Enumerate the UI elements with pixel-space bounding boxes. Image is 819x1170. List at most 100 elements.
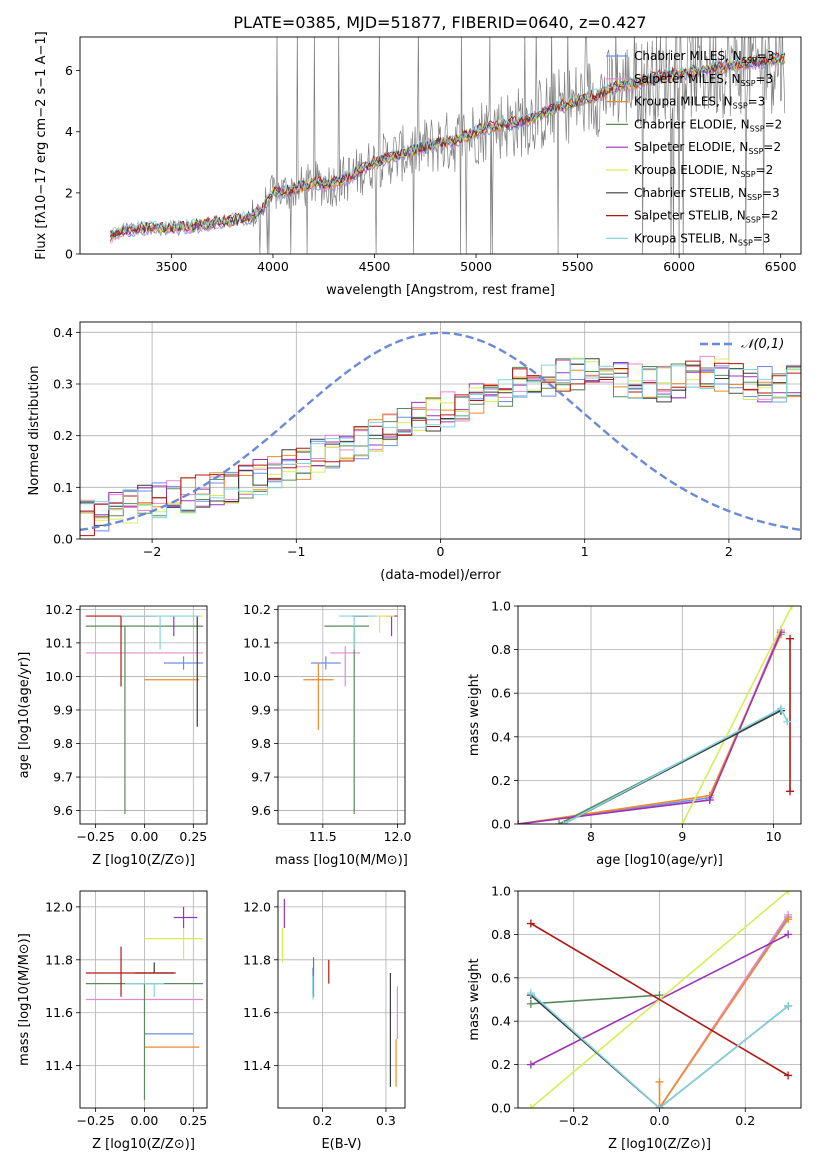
spectrum-xtick-label: 5000	[460, 259, 492, 274]
weight_vs_age-xtick-label: 8	[587, 829, 595, 844]
mass-vs-Z-xlabel-part: Z [log	[92, 1137, 130, 1152]
legend-label: Chabrier ELODIE, N	[634, 117, 750, 131]
legend-label: Kroupa ELODIE, N	[634, 163, 741, 177]
residuals-xtick-label: −2	[143, 544, 161, 559]
residuals-ytick-label: 0.4	[53, 325, 73, 340]
age-vs-mass-xlabel-part: )]	[398, 853, 408, 868]
age-vs-mass-xlabel: mass [log10(M/M⊙)]	[275, 853, 408, 868]
residuals-ytick-label: 0.3	[53, 377, 73, 392]
mass_vs_Z-points	[85, 906, 204, 1101]
weight-marker	[555, 820, 564, 824]
weight_vs_Z-xlabel-part: 10	[646, 1137, 663, 1152]
spectrum-lines	[110, 37, 786, 254]
spectrum-xtick-label: 6000	[663, 259, 695, 274]
age-vs-mass-xlabel-part: M/M	[360, 853, 387, 868]
residuals-xtick-label: 1	[581, 544, 589, 559]
mass_vs_Z-xtick-label: 0.00	[131, 1113, 159, 1128]
age-vs-mass-xlabel-part: (	[355, 853, 360, 868]
legend-sub: SSP	[746, 216, 761, 225]
age-vs-Z-ylabel-part: 10	[17, 709, 32, 726]
spectrum-ylabel-part: −17	[34, 167, 49, 194]
weight_vs_age-ytick-label: 0.2	[491, 773, 511, 788]
residuals-xtick-label: −1	[287, 544, 305, 559]
residuals-xtick-label: 0	[437, 544, 445, 559]
weight-marker	[786, 634, 795, 643]
legend-count: =3	[753, 231, 771, 245]
spectrum-ylabel: Flux [fλ10−17 erg cm−2 s−1 A−1]	[34, 31, 49, 259]
mass-vs-Z-ylabel-part: )]	[17, 933, 32, 943]
weight_vs_Z-ytick-label: 0.4	[491, 1014, 511, 1029]
age_vs_mass-ytick-label: 9.9	[251, 702, 271, 717]
residuals-ytick-label: 0.0	[53, 532, 73, 547]
mass-vs-Z-ylabel-part: ⊙	[17, 943, 32, 954]
spectrum-ylabel-part: −2	[34, 99, 49, 118]
weight-marker	[784, 1002, 793, 1011]
legend-entry: Chabrier ELODIE, NSSP=2	[634, 117, 782, 133]
weight-line	[530, 922, 789, 1077]
weight-line	[518, 631, 782, 824]
legend-count: =3	[757, 49, 775, 63]
weight_vs_Z-frame	[517, 890, 802, 1109]
age_vs_Z-axes: −0.25 0.00 0.25 9.6 9.7 9.8 9.9 10.0 10.1 10.2	[45, 602, 207, 844]
legend-entry: Kroupa STELIB, NSSP=3	[634, 231, 771, 247]
weight_vs_Z-ytick-label: 0.6	[491, 970, 511, 985]
residual-histogram	[80, 357, 801, 524]
legend-entry: Salpeter STELIB, NSSP=2	[634, 209, 778, 225]
age_vs_mass-ytick-label: 10.2	[243, 602, 271, 617]
weight-marker	[784, 915, 793, 924]
age_vs_mass-ytick-label: 10.1	[243, 635, 271, 650]
mass_vs_Z-ytick-label: 11.8	[45, 952, 73, 967]
mass_vs_Z-xtick-label: −0.25	[76, 1113, 114, 1128]
weight-marker	[783, 717, 792, 726]
residuals-xtick-label: 2	[725, 544, 733, 559]
weight_vs_age-xlabel-part: age/yr	[671, 853, 713, 868]
mass_vs_EBV-frame	[277, 890, 406, 1109]
age_vs_Z-ytick-label: 9.8	[53, 736, 73, 751]
mass-vs-Z-ylabel-part: M/M	[17, 954, 32, 981]
residuals-xlabel: (data-model)/error	[380, 568, 501, 583]
legend-sub: SSP	[742, 56, 757, 65]
mass-vs-Z-ylabel-part: mass [log	[17, 1003, 32, 1066]
legend-entry: Chabrier MILES, NSSP=3	[634, 49, 774, 65]
age_vs_Z-points	[85, 615, 204, 814]
weight_vs_age-ytick-label: 1.0	[491, 599, 511, 614]
weight_vs_Z-xtick-label: 0.0	[650, 1113, 670, 1128]
weight-marker	[787, 606, 796, 610]
mass-vs-Z-ylabel: mass [log10(M/M⊙)]	[17, 933, 32, 1066]
residuals-ytick-label: 0.1	[53, 480, 73, 495]
spectrum-ylabel-part: 10	[34, 195, 49, 212]
legend-sub: SSP	[747, 193, 762, 202]
weight_vs_Z-ylabel: mass weight	[467, 958, 482, 1040]
legend-sub: SSP	[741, 170, 756, 179]
residuals-ytick-label: 0.2	[53, 428, 73, 443]
weight-marker	[655, 991, 664, 1000]
weight_vs_age-xlabel-part: age [log	[596, 853, 649, 868]
age_vs_Z-xtick-label: −0.25	[76, 829, 114, 844]
residuals-hists	[80, 331, 801, 537]
weight_vs_age-ytick-label: 0.0	[491, 817, 511, 832]
spectrum-ytick-label: 6	[65, 63, 73, 78]
legend-label: Salpeter MILES, N	[634, 72, 741, 86]
weight_vs_Z-xlabel: Z [log10(Z/Z⊙)]	[608, 1137, 711, 1152]
age_vs_Z-ytick-label: 10.1	[45, 635, 73, 650]
figure-title: PLATE=0385, MJD=51877, FIBERID=0640, z=0…	[233, 13, 646, 32]
legend-label: Kroupa STELIB, N	[634, 231, 738, 245]
spectrum-model-line	[110, 51, 786, 235]
weight_vs_age-frame	[517, 605, 802, 825]
age_vs_Z-xtick-label: 0.25	[179, 829, 207, 844]
mass_vs_EBV-axes: 0.2 0.3 11.4 11.6 11.8 12.0	[243, 891, 405, 1128]
age_vs_Z-frame	[79, 605, 208, 825]
spectrum-ylabel-part: −1	[34, 36, 49, 55]
mass-vs-Z-xlabel: Z [log10(Z/Z⊙)]	[92, 1137, 195, 1152]
weight_vs_Z-xlabel-part: ⊙	[690, 1137, 701, 1152]
mass_vs_EBV-xtick-label: 0.2	[313, 1113, 333, 1128]
age_vs_mass-ytick-label: 9.8	[251, 736, 271, 751]
spectrum-ylabel-part: s	[34, 87, 49, 98]
weight-marker	[526, 999, 535, 1008]
legend-count: =2	[763, 140, 781, 154]
weight-marker	[559, 820, 568, 824]
weight_vs_age-ytick-label: 0.4	[491, 729, 511, 744]
spectrum-frame	[79, 36, 802, 255]
legend-label: Kroupa MILES, N	[634, 95, 733, 109]
